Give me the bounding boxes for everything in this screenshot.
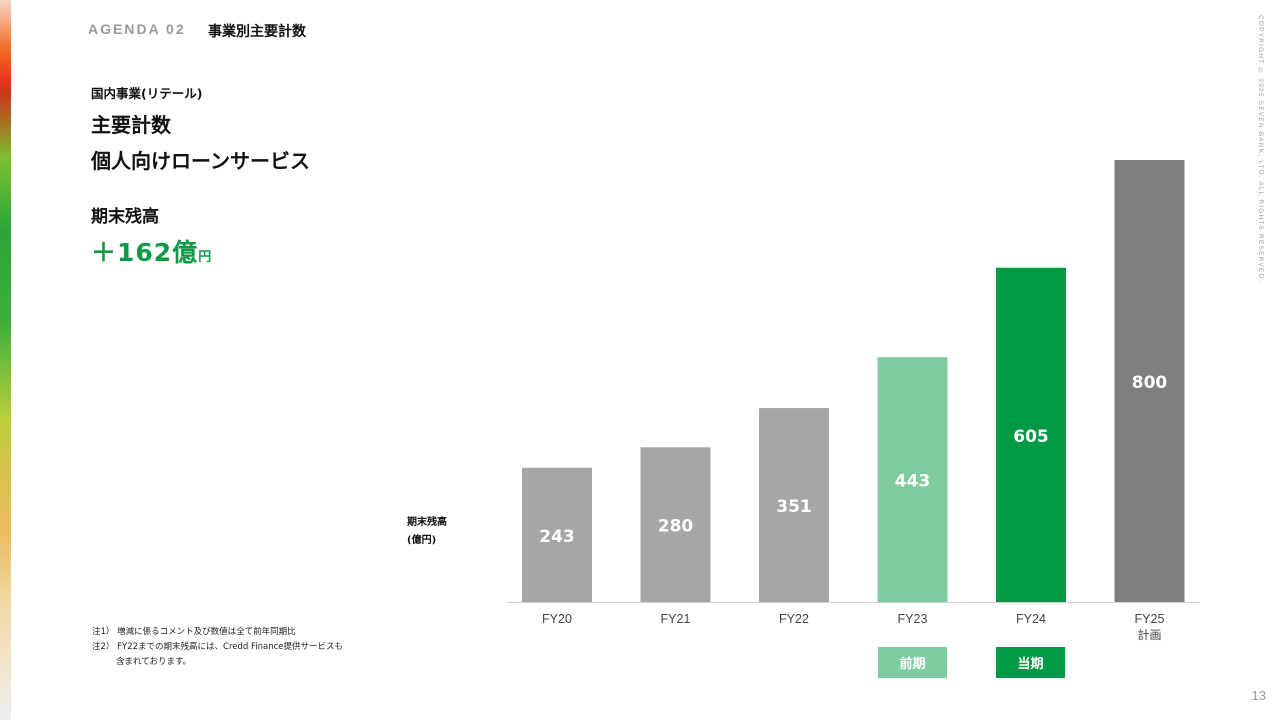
data-label-fy24: 605 <box>1013 427 1049 447</box>
footnote-2-continued: 含まれております。 <box>116 657 192 667</box>
x-tick-label-fy22: FY22 <box>779 612 809 626</box>
bar-fy24 <box>996 267 1066 602</box>
data-label-fy23: 443 <box>895 472 931 492</box>
x-tick-label-fy21: FY21 <box>661 612 691 626</box>
x-tick-label-fy25: FY25 <box>1135 612 1165 626</box>
page-title-line-1: 主要計数 <box>91 113 171 137</box>
copyright-notice: COPYRIGHT © 2025 SEVEN BANK, LTD. ALL RI… <box>1257 15 1264 283</box>
data-label-fy22: 351 <box>776 497 812 517</box>
data-label-fy21: 280 <box>658 517 694 537</box>
metric-value-unit: 円 <box>198 250 212 265</box>
bar-fy21 <box>640 447 711 602</box>
previous-period-badge: 前期 <box>878 647 947 678</box>
data-label-fy25: 800 <box>1132 373 1168 393</box>
x-tick-label-fy20: FY20 <box>542 612 572 626</box>
footnote-1: 注1） 増減に係るコメント及び数値は全て前年同期比 <box>92 627 296 637</box>
bar-fy25 <box>1114 160 1185 602</box>
page-title: 主要計数 個人向けローンサービス <box>91 107 310 179</box>
footnote-2: 注2） FY22までの期末残高には、Credd Finance提供サービスも <box>92 642 343 652</box>
y-axis-label-line-1: 期末残高 <box>407 517 447 528</box>
bar-fy22 <box>759 408 829 602</box>
agenda-label: AGENDA 02 <box>88 21 186 37</box>
x-tick-sublabel-fy25: 計画 <box>1137 627 1161 642</box>
x-tick-label-fy23: FY23 <box>898 612 928 626</box>
bar-fy23 <box>877 357 948 602</box>
bar-fy20 <box>522 467 592 602</box>
metric-label: 期末残高 <box>91 207 159 227</box>
metric-value-number: ＋162億 <box>91 238 199 267</box>
footnotes: 注1） 増減に係るコメント及び数値は全て前年同期比 注2） FY22までの期末残… <box>92 625 343 670</box>
data-label-fy20: 243 <box>539 527 575 547</box>
y-axis-label-line-2: (億円) <box>407 535 437 546</box>
page-number: 13 <box>1251 688 1266 703</box>
metric-value: ＋162億円 <box>91 233 211 269</box>
segment-label: 国内事業(リテール) <box>91 86 203 101</box>
x-tick-label-fy24: FY24 <box>1016 612 1046 626</box>
y-axis-label: 期末残高 (億円) <box>407 514 447 550</box>
decorative-color-stripe <box>0 0 11 720</box>
page-title-line-2: 個人向けローンサービス <box>91 149 310 173</box>
current-period-badge: 当期 <box>996 647 1065 678</box>
section-title: 事業別主要計数 <box>208 24 306 40</box>
